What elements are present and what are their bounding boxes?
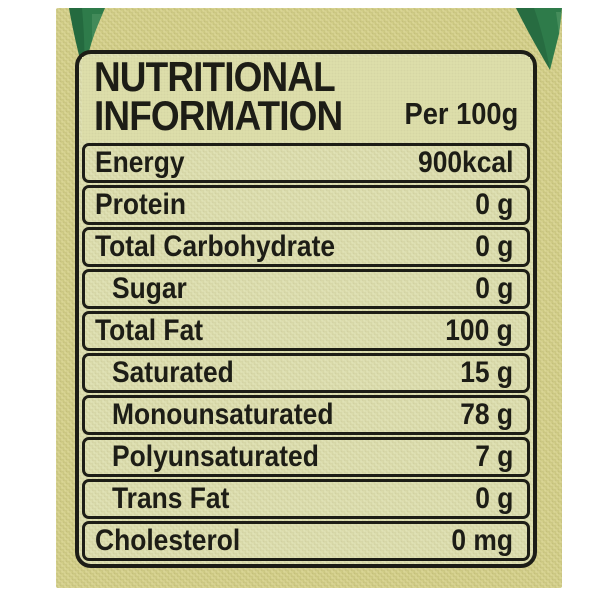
nutrient-value: 78 g [460,398,513,431]
nutrient-value: 900kcal [417,146,513,179]
row-protein: Protein 0 g [82,185,530,225]
nutrient-label: Total Fat [95,314,204,347]
nutrient-label: Polyunsaturated [112,440,319,473]
nutrient-label: Total Carbohydrate [95,230,336,263]
nutrient-value: 15 g [460,356,513,389]
nutrient-label: Monounsaturated [112,398,334,431]
nutrient-value: 0 g [474,188,513,221]
table-title-line1: NUTRITIONAL [94,52,336,100]
row-cholesterol: Cholesterol 0 mg [82,521,530,561]
nutrient-value: 0 g [474,482,513,515]
nutrient-value: 0 g [474,272,513,305]
row-total-fat: Total Fat 100 g [82,311,530,351]
row-energy: Energy 900kcal [82,143,530,183]
row-polyunsaturated: Polyunsaturated 7 g [82,437,530,477]
nutrient-label: Protein [95,188,186,221]
per-unit-label: Per 100g [404,96,518,131]
nutrient-value: 0 mg [451,524,513,557]
nutrient-label: Sugar [112,272,187,305]
nutrient-label: Cholesterol [95,524,241,557]
nutrient-label: Energy [95,146,185,179]
nutrient-label: Saturated [112,356,234,389]
table-header: NUTRITIONAL INFORMATION Per 100g [82,52,530,141]
nutrient-value: 100 g [445,314,513,347]
row-sugar: Sugar 0 g [82,269,530,309]
nutrient-label: Trans Fat [112,482,230,515]
table-title: NUTRITIONAL INFORMATION [94,52,343,139]
row-monounsaturated: Monounsaturated 78 g [82,395,530,435]
nutrition-table: NUTRITIONAL INFORMATION Per 100g Energy … [75,50,537,568]
nutrition-label: NUTRITIONAL INFORMATION Per 100g Energy … [56,8,562,588]
nutrient-value: 0 g [474,230,513,263]
table-title-line2: INFORMATION [94,91,343,139]
row-trans-fat: Trans Fat 0 g [82,479,530,519]
row-saturated: Saturated 15 g [82,353,530,393]
row-total-carbohydrate: Total Carbohydrate 0 g [82,227,530,267]
nutrient-value: 7 g [474,440,513,473]
